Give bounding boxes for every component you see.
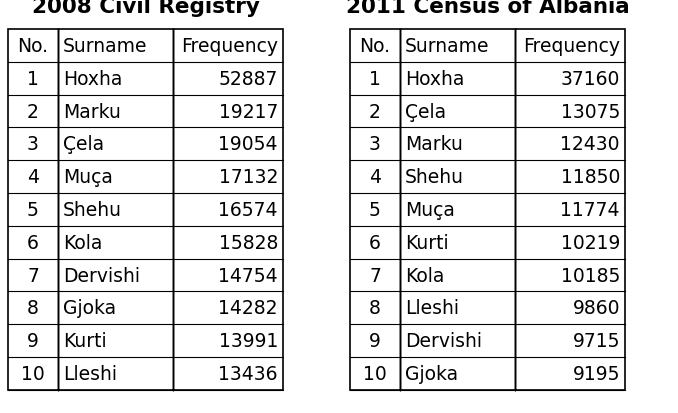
Text: 1: 1 <box>369 69 381 88</box>
Text: 9715: 9715 <box>572 331 620 350</box>
Text: 14282: 14282 <box>218 299 278 318</box>
Text: 19054: 19054 <box>218 135 278 154</box>
Text: 11774: 11774 <box>561 200 620 219</box>
Text: 14754: 14754 <box>218 266 278 285</box>
Text: Hoxha: Hoxha <box>405 69 464 88</box>
Text: Shehu: Shehu <box>63 200 122 219</box>
Text: 6: 6 <box>369 233 381 252</box>
Text: 15828: 15828 <box>218 233 278 252</box>
Text: 11850: 11850 <box>561 168 620 187</box>
Text: Çela: Çela <box>405 102 446 121</box>
Text: No.: No. <box>359 37 391 56</box>
Text: 52887: 52887 <box>218 69 278 88</box>
Text: 13075: 13075 <box>561 102 620 121</box>
Text: 13991: 13991 <box>218 331 278 350</box>
Text: 3: 3 <box>369 135 381 154</box>
Text: 12430: 12430 <box>561 135 620 154</box>
Text: 10219: 10219 <box>561 233 620 252</box>
Text: 2008 Civil Registry: 2008 Civil Registry <box>32 0 260 17</box>
Text: 5: 5 <box>27 200 39 219</box>
Text: 4: 4 <box>369 168 381 187</box>
Text: Surname: Surname <box>405 37 490 56</box>
Text: Çela: Çela <box>63 135 104 154</box>
Text: 17132: 17132 <box>218 168 278 187</box>
Text: 2011 Census of Albania: 2011 Census of Albania <box>346 0 629 17</box>
Bar <box>350 30 625 390</box>
Text: Shehu: Shehu <box>405 168 464 187</box>
Text: 6: 6 <box>27 233 39 252</box>
Text: 5: 5 <box>369 200 381 219</box>
Text: 7: 7 <box>27 266 39 285</box>
Text: Marku: Marku <box>405 135 463 154</box>
Text: Lleshi: Lleshi <box>63 364 117 383</box>
Text: 10185: 10185 <box>561 266 620 285</box>
Text: 19217: 19217 <box>218 102 278 121</box>
Text: 7: 7 <box>369 266 381 285</box>
Text: 9195: 9195 <box>572 364 620 383</box>
Text: 13436: 13436 <box>218 364 278 383</box>
Text: Gjoka: Gjoka <box>63 299 116 318</box>
Text: 9: 9 <box>369 331 381 350</box>
Text: Lleshi: Lleshi <box>405 299 459 318</box>
Text: 16574: 16574 <box>218 200 278 219</box>
Text: 9: 9 <box>27 331 39 350</box>
Text: Muça: Muça <box>405 200 455 219</box>
Text: Kurti: Kurti <box>63 331 106 350</box>
Text: 8: 8 <box>27 299 39 318</box>
Text: 37160: 37160 <box>561 69 620 88</box>
Text: Kola: Kola <box>405 266 444 285</box>
Text: 3: 3 <box>27 135 39 154</box>
Text: 10: 10 <box>21 364 45 383</box>
Text: 4: 4 <box>27 168 39 187</box>
Text: Muça: Muça <box>63 168 113 187</box>
Bar <box>8 30 283 390</box>
Text: Dervishi: Dervishi <box>405 331 482 350</box>
Text: No.: No. <box>18 37 49 56</box>
Text: 10: 10 <box>363 364 387 383</box>
Text: 2: 2 <box>369 102 381 121</box>
Text: Frequency: Frequency <box>181 37 278 56</box>
Text: Kola: Kola <box>63 233 102 252</box>
Text: Hoxha: Hoxha <box>63 69 122 88</box>
Text: 1: 1 <box>27 69 39 88</box>
Text: Kurti: Kurti <box>405 233 449 252</box>
Text: 2: 2 <box>27 102 39 121</box>
Text: Surname: Surname <box>63 37 148 56</box>
Text: Marku: Marku <box>63 102 121 121</box>
Text: 8: 8 <box>369 299 381 318</box>
Text: Gjoka: Gjoka <box>405 364 458 383</box>
Text: 9860: 9860 <box>572 299 620 318</box>
Text: Frequency: Frequency <box>523 37 620 56</box>
Text: Dervishi: Dervishi <box>63 266 140 285</box>
